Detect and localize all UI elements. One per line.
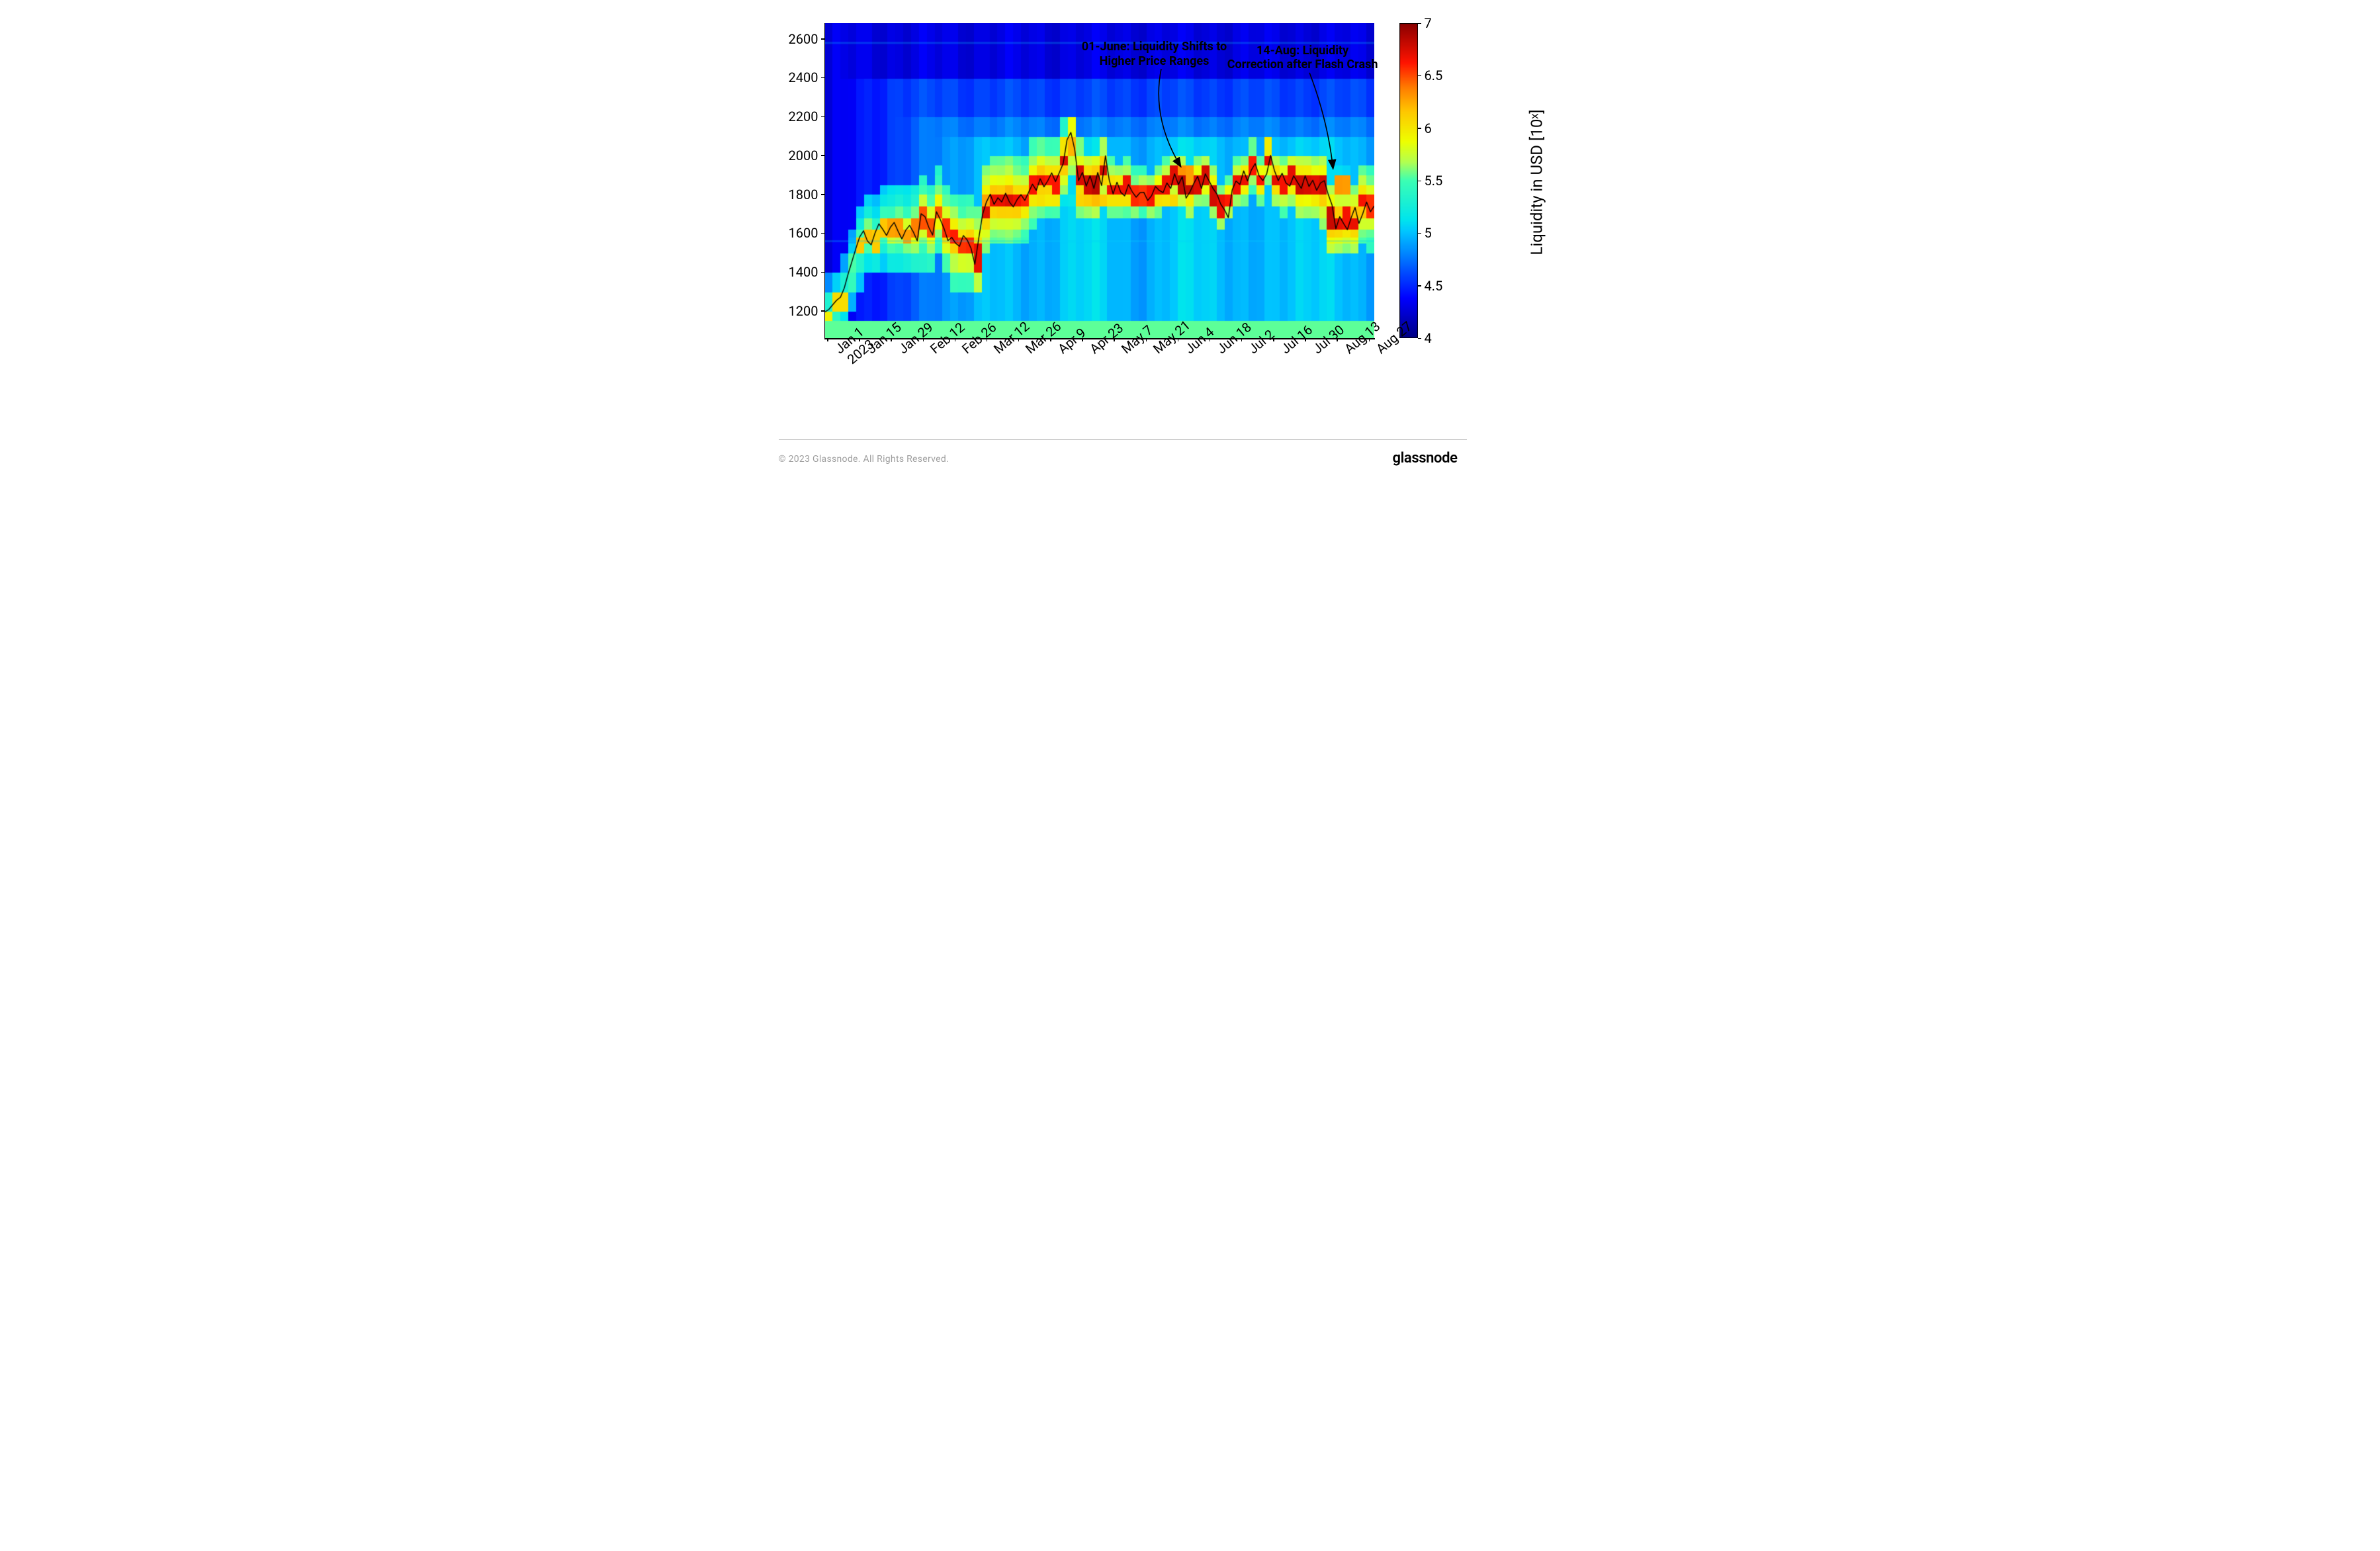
y-tick-label: 1400 [779, 264, 818, 280]
y-axis-line [824, 23, 826, 338]
copyright-text: © 2023 Glassnode. All Rights Reserved. [779, 454, 949, 465]
y-tick-label: 1800 [779, 187, 818, 202]
colorbar-tick-mark [1418, 75, 1421, 77]
x-tick-mark [891, 338, 892, 341]
colorbar-tick-mark [1418, 233, 1421, 234]
x-tick-mark [1241, 338, 1243, 341]
x-tick-mark [1337, 338, 1338, 341]
annotation-text: 01-June: Liquidity Shifts toHigher Price… [1069, 40, 1241, 68]
y-tick-label: 1200 [779, 303, 818, 319]
x-tick-mark [1082, 338, 1083, 341]
x-tick-mark [1050, 338, 1051, 341]
y-tick-label: 1600 [779, 225, 818, 241]
colorbar-tick-label: 4 [1425, 330, 1432, 346]
x-tick-mark [987, 338, 988, 341]
colorbar-tick-mark [1418, 181, 1421, 182]
y-tick-mark [821, 155, 824, 156]
colorbar-tick-label: 6 [1425, 120, 1432, 136]
colorbar-tick-label: 6.5 [1425, 67, 1443, 83]
colorbar [1399, 23, 1418, 338]
x-tick-mark [1114, 338, 1115, 341]
colorbar-title: Liquidity in USD [10ˣ] [1527, 109, 1546, 255]
colorbar-tick-label: 4.5 [1425, 278, 1443, 294]
x-tick-mark [1369, 338, 1370, 341]
y-tick-mark [821, 310, 824, 312]
brand-logo-text: glassnode [1393, 450, 1458, 466]
colorbar-tick-label: 7 [1425, 15, 1432, 31]
x-tick-mark [1305, 338, 1306, 341]
x-tick-mark [923, 338, 924, 341]
footer-divider [779, 439, 1467, 440]
colorbar-canvas [1399, 23, 1418, 338]
y-tick-label: 2200 [779, 109, 818, 124]
colorbar-tick-label: 5 [1425, 225, 1432, 241]
x-tick-mark [859, 338, 860, 341]
x-tick-mark [1178, 338, 1179, 341]
x-tick-mark [955, 338, 956, 341]
y-tick-mark [821, 116, 824, 118]
colorbar-tick-mark [1418, 128, 1421, 129]
y-tick-mark [821, 233, 824, 234]
colorbar-tick-mark [1418, 23, 1421, 24]
x-tick-mark [1146, 338, 1147, 341]
colorbar-tick-mark [1418, 285, 1421, 287]
y-tick-mark [821, 272, 824, 273]
x-tick-mark [1018, 338, 1020, 341]
colorbar-tick-label: 5.5 [1425, 173, 1443, 189]
y-tick-label: 2600 [779, 31, 818, 47]
y-tick-label: 2400 [779, 69, 818, 85]
y-tick-mark [821, 38, 824, 40]
colorbar-tick-mark [1418, 338, 1421, 339]
y-tick-mark [821, 194, 824, 195]
x-tick-mark [827, 338, 828, 341]
x-tick-mark [1210, 338, 1211, 341]
annotation-text: 14-Aug: LiquidityCorrection after Flash … [1217, 44, 1389, 72]
y-tick-label: 2000 [779, 148, 818, 163]
x-tick-mark [1273, 338, 1274, 341]
y-tick-mark [821, 77, 824, 79]
chart-page: © 2023 Glassnode. All Rights Reserved. g… [767, 0, 1614, 552]
